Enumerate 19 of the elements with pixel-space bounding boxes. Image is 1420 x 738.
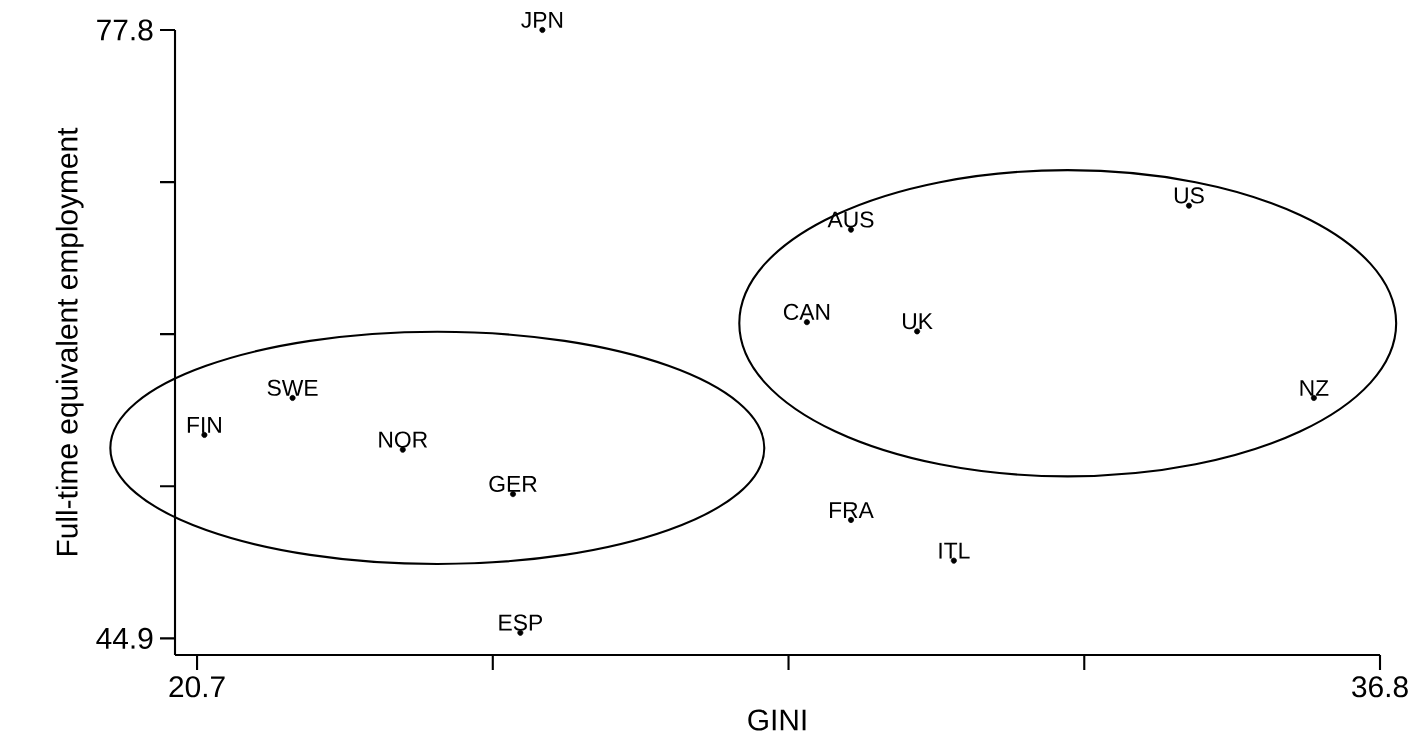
- y-tick-label: 44.9: [96, 627, 153, 649]
- data-label: JPN: [521, 11, 563, 28]
- x-axis-title: GINI: [748, 709, 806, 731]
- data-label: UK: [903, 313, 933, 330]
- y-axis-title: Full-time equivalent employment: [55, 127, 84, 556]
- data-label: US: [1174, 187, 1204, 204]
- y-tick-label: 77.8: [97, 19, 153, 41]
- data-label: SWE: [267, 379, 318, 396]
- data-label: NOR: [379, 431, 428, 448]
- data-label: ESP: [499, 614, 542, 631]
- x-tick-label: 20.7: [169, 676, 225, 698]
- data-label: AUS: [827, 211, 874, 228]
- data-label: FIN: [187, 417, 221, 433]
- x-tick-label: 36.8: [1352, 676, 1408, 698]
- data-label: CAN: [783, 303, 830, 321]
- data-label: FRA: [830, 502, 874, 518]
- data-label: GER: [489, 475, 537, 492]
- data-label: NZ: [1300, 380, 1329, 396]
- data-label: ITL: [939, 542, 970, 559]
